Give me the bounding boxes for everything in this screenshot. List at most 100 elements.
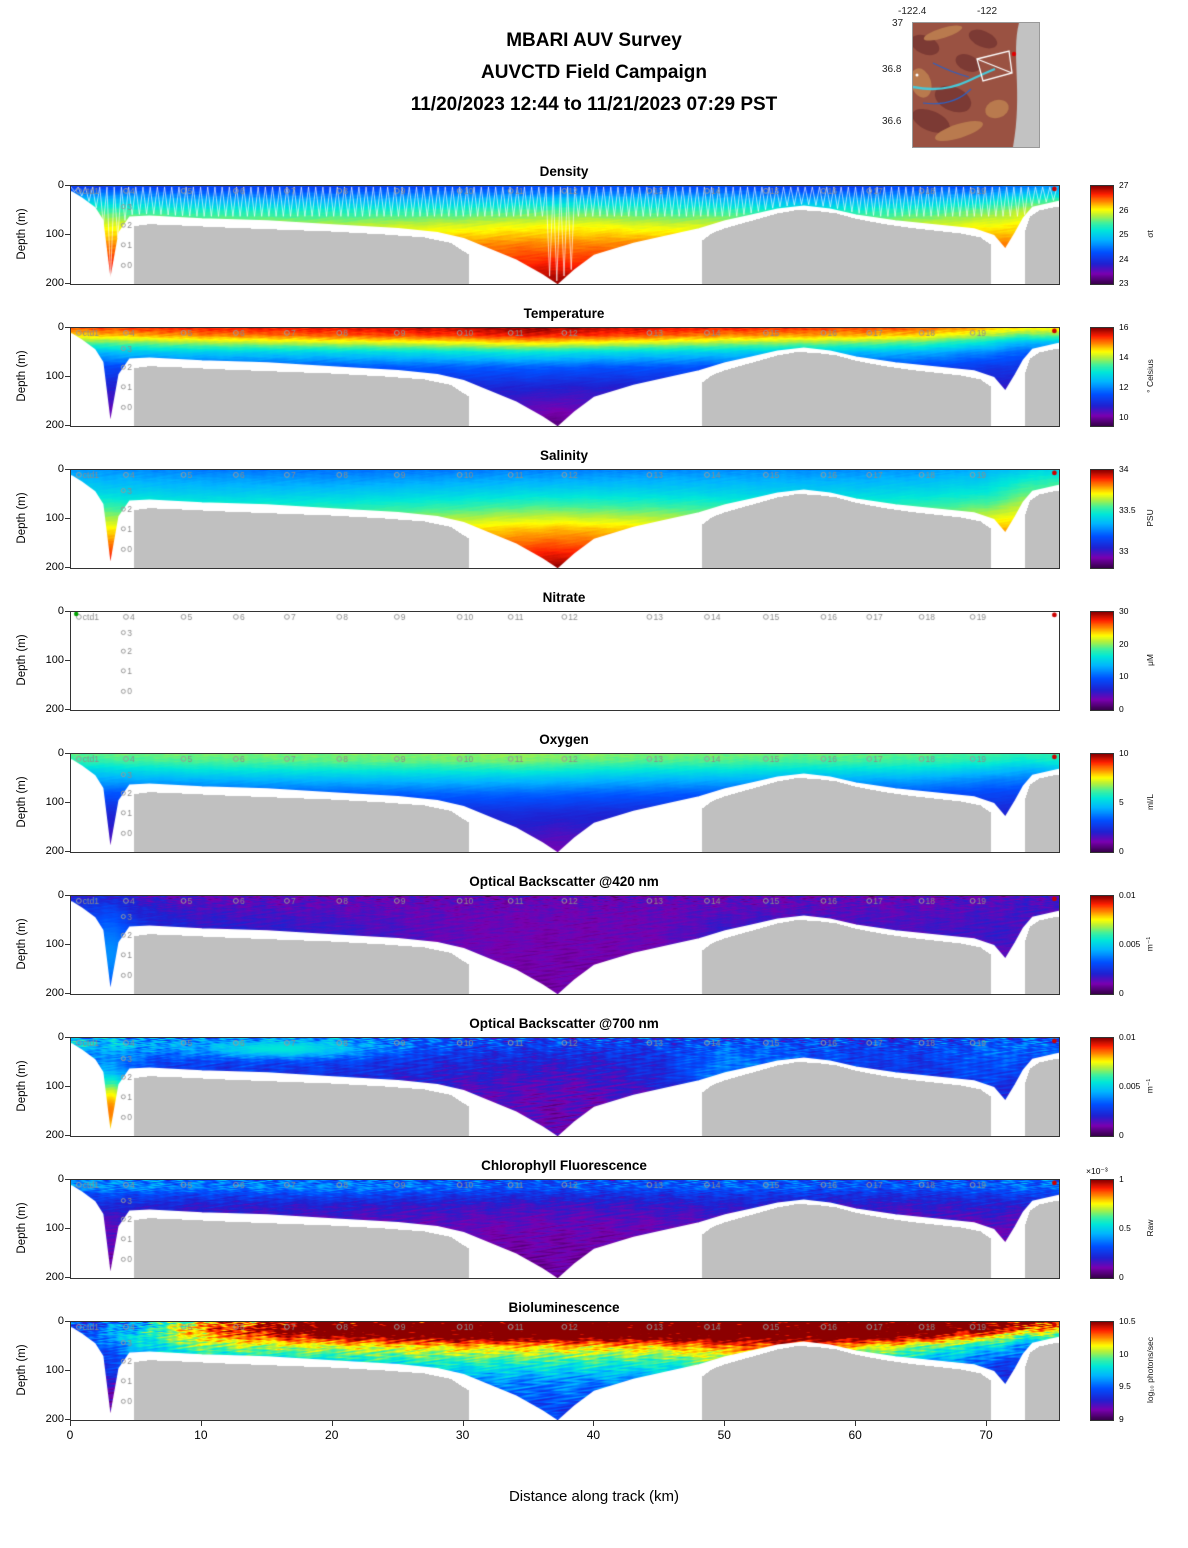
- y-tick-label: 200: [45, 987, 64, 999]
- y-tick-label: 200: [45, 1413, 64, 1425]
- y-tick-mark: [65, 425, 70, 426]
- panel-temperature-heatmap: [70, 327, 1060, 427]
- panel-backscatter420-heatmap: [70, 895, 1060, 995]
- colorbar-tick-label: 0: [1119, 704, 1124, 714]
- y-axis-label: Depth (m): [16, 634, 28, 686]
- colorbar-tick-label: 10: [1119, 1348, 1129, 1359]
- y-tick-label: 200: [45, 845, 64, 857]
- y-axis-label: Depth (m): [16, 208, 28, 260]
- colorbar-tick-label: 14: [1119, 352, 1129, 363]
- y-tick-label: 200: [45, 703, 64, 715]
- y-tick-mark: [65, 1037, 70, 1038]
- x-tick-mark: [593, 1421, 595, 1426]
- colorbar-oxygen: [1090, 753, 1114, 853]
- y-tick-mark: [65, 611, 70, 612]
- y-tick-label: 0: [57, 1315, 64, 1327]
- colorbar-density: [1090, 185, 1114, 285]
- colorbar-salinity: [1090, 469, 1114, 569]
- y-tick-label: 0: [57, 605, 64, 617]
- colorbar-backscatter420: [1090, 895, 1114, 995]
- map-inset-canvas: [912, 22, 1040, 148]
- y-tick-label: 200: [45, 277, 64, 289]
- colorbar-tick-label: 0: [1119, 988, 1124, 998]
- y-tick-label: 100: [45, 1222, 64, 1234]
- y-axis-label: Depth (m): [16, 492, 28, 544]
- y-tick-mark: [65, 1419, 70, 1420]
- colorbar-chlorophyll: [1090, 1179, 1114, 1279]
- y-axis-label: Depth (m): [16, 1202, 28, 1254]
- y-tick-mark: [65, 469, 70, 470]
- colorbar-tick-label: 0.005: [1119, 939, 1141, 949]
- colorbar-tick-label: 0: [1119, 1272, 1124, 1282]
- colorbar-backscatter700: [1090, 1037, 1114, 1137]
- colorbar-tick-label: 23: [1119, 278, 1129, 288]
- colorbar-tick-label: 10.5: [1119, 1316, 1136, 1326]
- y-tick-mark: [65, 376, 70, 377]
- y-tick-label: 200: [45, 1271, 64, 1283]
- map-ytick-36.6: 36.6: [882, 116, 902, 127]
- colorbar-tick-label: 33.5: [1119, 504, 1136, 515]
- colorbar-unit-label: μM: [1145, 654, 1155, 666]
- x-tick-mark: [462, 1421, 464, 1426]
- panel-density-heatmap: [70, 185, 1060, 285]
- y-tick-mark: [65, 1179, 70, 1180]
- colorbar-unit-label: ° Celsius: [1145, 359, 1155, 393]
- panel-title-chlorophyll: Chlorophyll Fluorescence: [481, 1158, 647, 1173]
- y-tick-label: 100: [45, 370, 64, 382]
- colorbar-tick-label: 9: [1119, 1414, 1124, 1424]
- colorbar-tick-label: 25: [1119, 229, 1129, 239]
- panel-chlorophyll-heatmap: [70, 1179, 1060, 1279]
- colorbar-tick-label: 1: [1119, 1174, 1124, 1184]
- y-tick-mark: [65, 802, 70, 803]
- colorbar-multiplier: ×10⁻³: [1086, 1166, 1108, 1176]
- panel-oxygen-heatmap: [70, 753, 1060, 853]
- y-tick-mark: [65, 944, 70, 945]
- y-tick-mark: [65, 753, 70, 754]
- x-tick-label: 40: [586, 1428, 601, 1442]
- x-tick-label: 0: [66, 1428, 74, 1442]
- y-axis-label: Depth (m): [16, 918, 28, 970]
- x-tick-label: 60: [848, 1428, 862, 1442]
- y-tick-mark: [65, 234, 70, 235]
- colorbar-tick-label: 27: [1119, 180, 1129, 190]
- y-tick-label: 0: [57, 1031, 64, 1043]
- colorbar-tick-label: 10: [1119, 748, 1129, 758]
- colorbar-unit-label: σt: [1145, 230, 1155, 238]
- panel-title-temperature: Temperature: [523, 306, 605, 321]
- figure-title-line1: MBARI AUV Survey: [506, 30, 682, 51]
- panel-nitrate-heatmap: [70, 611, 1060, 711]
- colorbar-tick-label: 0.01: [1119, 890, 1136, 900]
- colorbar-tick-label: 33: [1119, 545, 1129, 556]
- colorbar-tick-label: 10: [1119, 412, 1129, 423]
- y-tick-mark: [65, 1321, 70, 1322]
- x-tick-label: 30: [455, 1428, 470, 1442]
- colorbar-tick-label: 12: [1119, 382, 1129, 393]
- map-ytick-37: 37: [892, 18, 904, 29]
- y-axis-label: Depth (m): [16, 1060, 28, 1112]
- y-tick-label: 100: [45, 796, 64, 808]
- y-tick-label: 0: [57, 747, 64, 759]
- colorbar-tick-label: 9.5: [1119, 1381, 1131, 1392]
- y-axis-label: Depth (m): [16, 1344, 28, 1396]
- y-axis-label: Depth (m): [16, 350, 28, 402]
- y-tick-mark: [65, 283, 70, 284]
- y-tick-mark: [65, 895, 70, 896]
- y-tick-mark: [65, 851, 70, 852]
- colorbar-tick-label: 10: [1119, 671, 1129, 682]
- colorbar-tick-label: 16: [1119, 322, 1129, 332]
- y-tick-mark: [65, 567, 70, 568]
- x-tick-label: 10: [194, 1428, 208, 1442]
- panel-bioluminescence-heatmap: [70, 1321, 1060, 1421]
- y-tick-label: 0: [57, 1173, 64, 1185]
- x-tick-mark: [855, 1421, 857, 1426]
- colorbar-unit-label: PSU: [1145, 509, 1155, 527]
- y-tick-mark: [65, 518, 70, 519]
- y-tick-label: 0: [57, 463, 64, 475]
- y-tick-label: 100: [45, 228, 64, 240]
- panel-backscatter700-heatmap: [70, 1037, 1060, 1137]
- colorbar-unit-label: m⁻¹: [1144, 1078, 1155, 1094]
- panel-title-oxygen: Oxygen: [539, 732, 589, 747]
- y-tick-mark: [65, 709, 70, 710]
- colorbar-bioluminescence: [1090, 1321, 1114, 1421]
